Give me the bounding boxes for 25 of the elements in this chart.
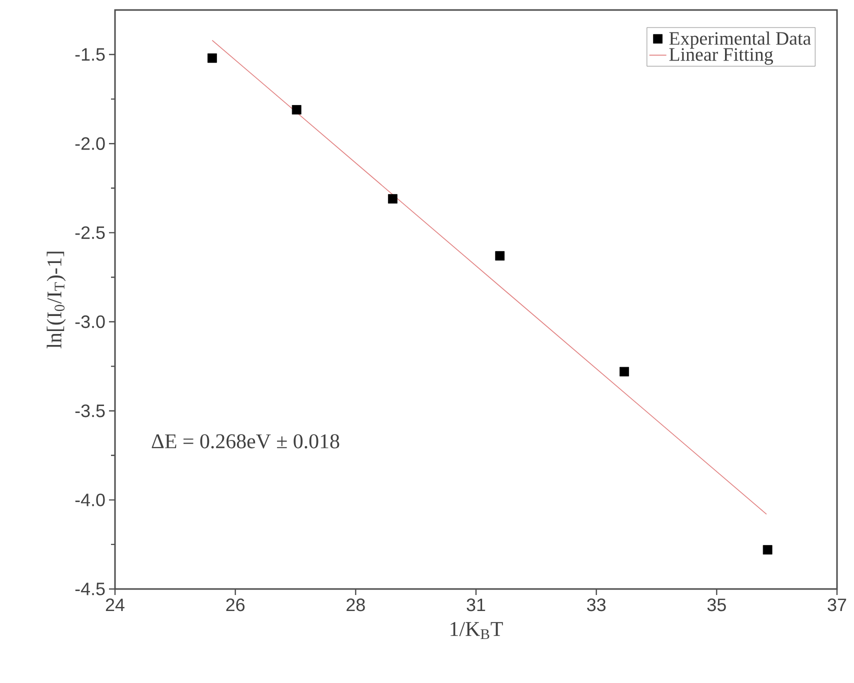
y-tick-label: -2.0 bbox=[75, 137, 105, 150]
y-tick-label: -4.5 bbox=[75, 582, 105, 596]
point bbox=[207, 53, 217, 63]
point bbox=[762, 545, 772, 555]
y-tick-label: -4.0 bbox=[75, 494, 105, 506]
y-tick-label: -2.5 bbox=[75, 226, 105, 240]
legend-label: Linear Fitting bbox=[669, 48, 773, 65]
x-axis-title: 1/K$_{B}$T bbox=[450, 622, 503, 640]
y-tick-label: -1.5 bbox=[75, 48, 105, 61]
x-tick-label: 37 bbox=[828, 598, 846, 612]
annotation: ΔE = 0.268eV ± 0.018 bbox=[152, 434, 340, 448]
x-tick-label: 35 bbox=[707, 598, 726, 612]
x-tick-label: 26 bbox=[226, 598, 245, 612]
x-tick-label: 24 bbox=[106, 598, 124, 612]
point bbox=[388, 194, 398, 204]
x-tick-label: 31 bbox=[466, 598, 486, 612]
x-tick-label: 28 bbox=[346, 598, 365, 612]
point bbox=[620, 366, 629, 376]
legend-label: Experimental Data bbox=[669, 32, 811, 49]
point bbox=[495, 251, 505, 261]
y-axis-title: ln[(I$_{0}$/I$_{T}$)-1] bbox=[46, 252, 66, 348]
y-tick-label: -3.0 bbox=[75, 315, 105, 328]
x-tick-label: 33 bbox=[587, 598, 606, 612]
y-tick-label: -3.5 bbox=[75, 404, 105, 418]
point bbox=[292, 105, 302, 114]
